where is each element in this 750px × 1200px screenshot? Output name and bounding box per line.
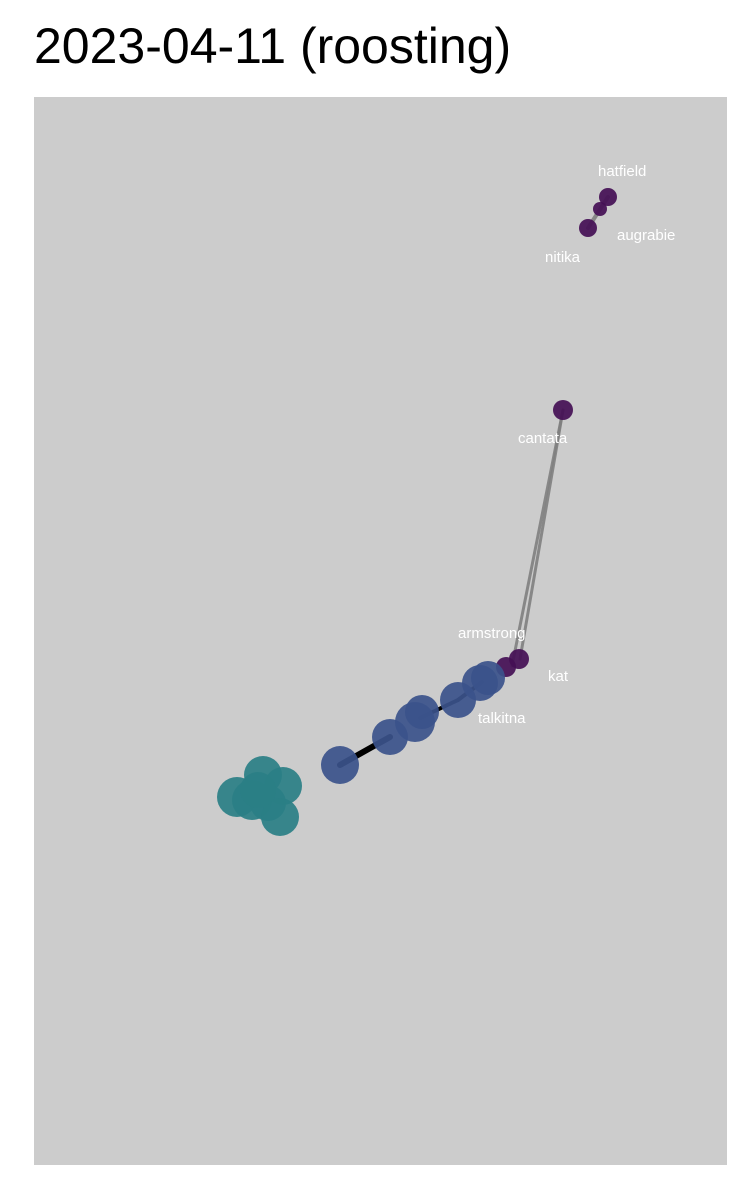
node-nitika <box>579 219 597 237</box>
labels-layer: hatfield augrabie nitika cantata armstro… <box>458 163 675 727</box>
node-9 <box>405 695 439 729</box>
label-augrabie: augrabie <box>617 227 675 244</box>
label-armstrong: armstrong <box>458 625 526 642</box>
node-12 <box>471 661 505 695</box>
nodes-layer <box>217 188 617 836</box>
node-18 <box>261 798 299 836</box>
plot-panel <box>34 97 727 1165</box>
label-talkitna: talkitna <box>478 710 526 727</box>
label-kat: kat <box>548 668 569 685</box>
edge-2 <box>518 408 565 661</box>
page-title: 2023-04-11 (roosting) <box>34 18 512 74</box>
node-cantata <box>553 400 573 420</box>
node-19 <box>240 772 276 808</box>
label-hatfield: hatfield <box>598 163 646 180</box>
node-6 <box>321 746 359 784</box>
label-cantata: cantata <box>518 430 568 447</box>
node-augrabie <box>593 202 607 216</box>
label-nitika: nitika <box>545 249 581 266</box>
node-hatfield <box>599 188 617 206</box>
